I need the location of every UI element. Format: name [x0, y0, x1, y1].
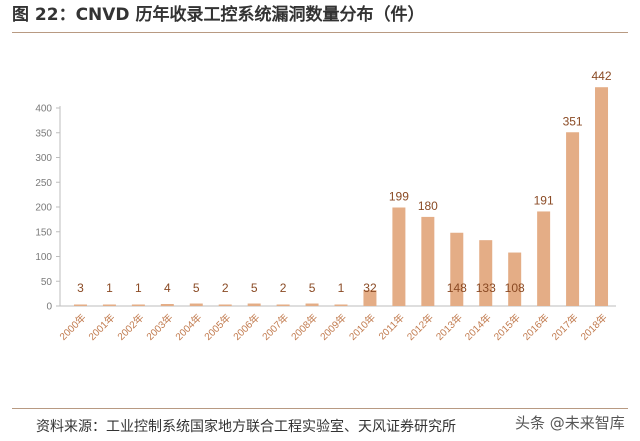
bar	[160, 304, 174, 306]
y-tick-label: 350	[35, 128, 52, 139]
bar	[73, 304, 87, 306]
x-tick-label: 2011年	[376, 311, 407, 342]
value-label: 5	[309, 281, 316, 295]
value-label: 3	[77, 281, 84, 295]
value-labels: 3 1 1 4 5 2 5 2 5 1 32 199 180 148 133 108 191 351 442	[77, 69, 612, 295]
figure-title: 图 22：CNVD 历年收录工控系统漏洞数量分布（件）	[12, 5, 425, 25]
bar	[450, 232, 464, 306]
x-tick-label: 2012年	[404, 311, 436, 343]
x-tick-label: 2001年	[86, 311, 118, 343]
bar	[566, 132, 580, 306]
x-tick-label: 2013年	[433, 311, 465, 343]
footer-divider	[12, 408, 628, 409]
value-label: 5	[251, 281, 258, 295]
y-axis: 0 50 100 150 200 250 300 350 400	[35, 104, 616, 313]
bar	[537, 211, 551, 306]
watermark: 头条 @未来智库	[515, 414, 625, 432]
value-label: 1	[135, 281, 142, 295]
x-tick-label: 2010年	[346, 311, 378, 343]
x-tick-label: 2018年	[578, 311, 610, 343]
bar	[479, 240, 493, 306]
x-tick-label: 2015年	[491, 311, 523, 343]
x-tick-label: 2004年	[172, 311, 204, 343]
y-tick-label: 150	[35, 227, 52, 238]
x-tick-label: 2005年	[201, 311, 233, 343]
y-tick-label: 0	[46, 302, 52, 313]
y-tick-label: 400	[35, 104, 52, 115]
bar	[131, 304, 145, 306]
x-tick-label: 2002年	[114, 311, 146, 343]
bar	[189, 303, 203, 306]
y-tick-label: 300	[35, 153, 52, 164]
bar	[218, 304, 232, 306]
x-tick-label: 2016年	[520, 311, 552, 343]
value-label: 351	[563, 114, 583, 128]
value-label: 4	[164, 281, 171, 295]
bar	[276, 304, 290, 306]
value-label: 2	[222, 281, 229, 295]
bars	[73, 87, 609, 307]
bar	[102, 304, 116, 306]
title-divider	[12, 32, 628, 33]
value-label: 1	[106, 281, 113, 295]
value-label: 5	[193, 281, 200, 295]
value-label: 108	[505, 281, 525, 295]
x-tick-label: 2017年	[549, 311, 581, 343]
value-label: 199	[389, 189, 409, 203]
source-note: 资料来源：工业控制系统国家地方联合工程实验室、天风证券研究所	[36, 419, 456, 435]
y-tick-label: 250	[35, 178, 52, 189]
bar	[421, 216, 435, 306]
value-label: 180	[418, 199, 438, 213]
value-label: 1	[338, 281, 345, 295]
value-label: 133	[476, 281, 496, 295]
bar	[508, 252, 522, 306]
x-tick-label: 2008年	[288, 311, 320, 343]
x-tick-label: 2007年	[259, 311, 291, 343]
y-tick-label: 50	[41, 277, 53, 288]
bar	[363, 290, 377, 306]
value-label: 2	[280, 281, 287, 295]
value-label: 442	[592, 69, 612, 83]
value-label: 191	[534, 193, 554, 207]
x-axis-labels: 2000年2001年2002年2003年2004年2005年2006年2007年…	[57, 311, 610, 343]
value-label: 148	[447, 281, 467, 295]
y-tick-label: 100	[35, 252, 52, 263]
value-label: 32	[363, 281, 377, 295]
bar	[595, 87, 609, 307]
x-tick-label: 2009年	[317, 311, 349, 343]
x-tick-label: 2003年	[143, 311, 175, 343]
bar	[392, 207, 406, 306]
x-tick-label: 2006年	[230, 311, 262, 343]
x-tick-label: 2014年	[462, 311, 494, 343]
bar	[247, 303, 261, 306]
x-tick-label: 2000年	[57, 311, 89, 343]
bar	[334, 304, 348, 306]
bar	[305, 303, 319, 306]
y-tick-label: 200	[35, 203, 52, 214]
